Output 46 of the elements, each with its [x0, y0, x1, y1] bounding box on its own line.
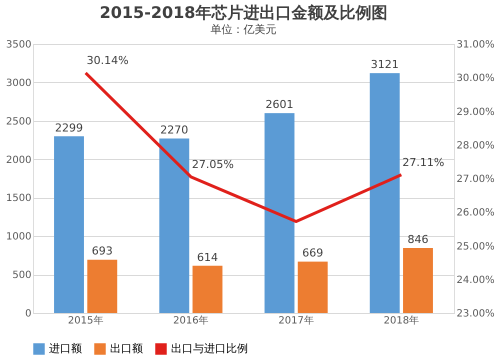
y2-tick-label: 29.00% [456, 106, 495, 118]
data-label: 3121 [370, 58, 399, 72]
y2-tick-label: 26.00% [456, 208, 495, 219]
bar [403, 248, 433, 313]
data-label: 669 [302, 246, 324, 260]
y2-tick-label: 31.00% [456, 40, 495, 50]
data-label: 846 [407, 232, 428, 246]
y2-tick-label: 30.00% [456, 73, 495, 84]
y-tick-label: 0 [25, 308, 32, 320]
y-tick-label: 1500 [6, 193, 32, 204]
y2-tick-label: 28.00% [456, 140, 495, 152]
x-tick-label: 2015年 [68, 314, 104, 326]
x-tick-label: 2016年 [173, 314, 209, 326]
y-tick-label: 3500 [6, 40, 32, 50]
y-tick-label: 3000 [6, 78, 32, 89]
y-tick-label: 500 [12, 270, 32, 282]
bar [87, 260, 118, 313]
data-label: 27.05% [192, 158, 234, 171]
data-label: 2299 [55, 121, 84, 134]
legend-label: 出口与进口比例 [171, 342, 248, 355]
bar [192, 266, 222, 313]
data-label: 614 [196, 250, 218, 264]
data-label: 27.11% [402, 156, 444, 169]
data-label: 30.14% [86, 54, 129, 67]
y-tick-label: 2500 [6, 116, 32, 128]
y2-tick-label: 25.00% [456, 241, 495, 252]
x-tick-label: 2018年 [384, 314, 420, 326]
line-series [84, 71, 403, 224]
y-tick-label: 1000 [6, 232, 32, 243]
bar [54, 136, 84, 313]
bar [264, 113, 294, 313]
y2-tick-label: 23.00% [456, 308, 495, 320]
bar [159, 138, 190, 313]
bar [370, 73, 400, 313]
bar [298, 262, 328, 313]
legend-label: 出口额 [110, 342, 143, 355]
y2-tick-label: 27.00% [456, 174, 495, 185]
chart-title: 2015-2018年芯片进出口金额及比例图 [100, 3, 388, 22]
data-label: 693 [92, 244, 113, 258]
data-label: 2270 [160, 124, 188, 137]
data-label: 2601 [266, 98, 294, 112]
chart-subtitle: 单位：亿美元 [210, 23, 276, 36]
x-tick-label: 2017年 [278, 314, 314, 326]
y2-tick-label: 24.00% [456, 274, 495, 286]
legend-label: 进口额 [49, 342, 82, 355]
y-tick-label: 2000 [6, 154, 32, 166]
